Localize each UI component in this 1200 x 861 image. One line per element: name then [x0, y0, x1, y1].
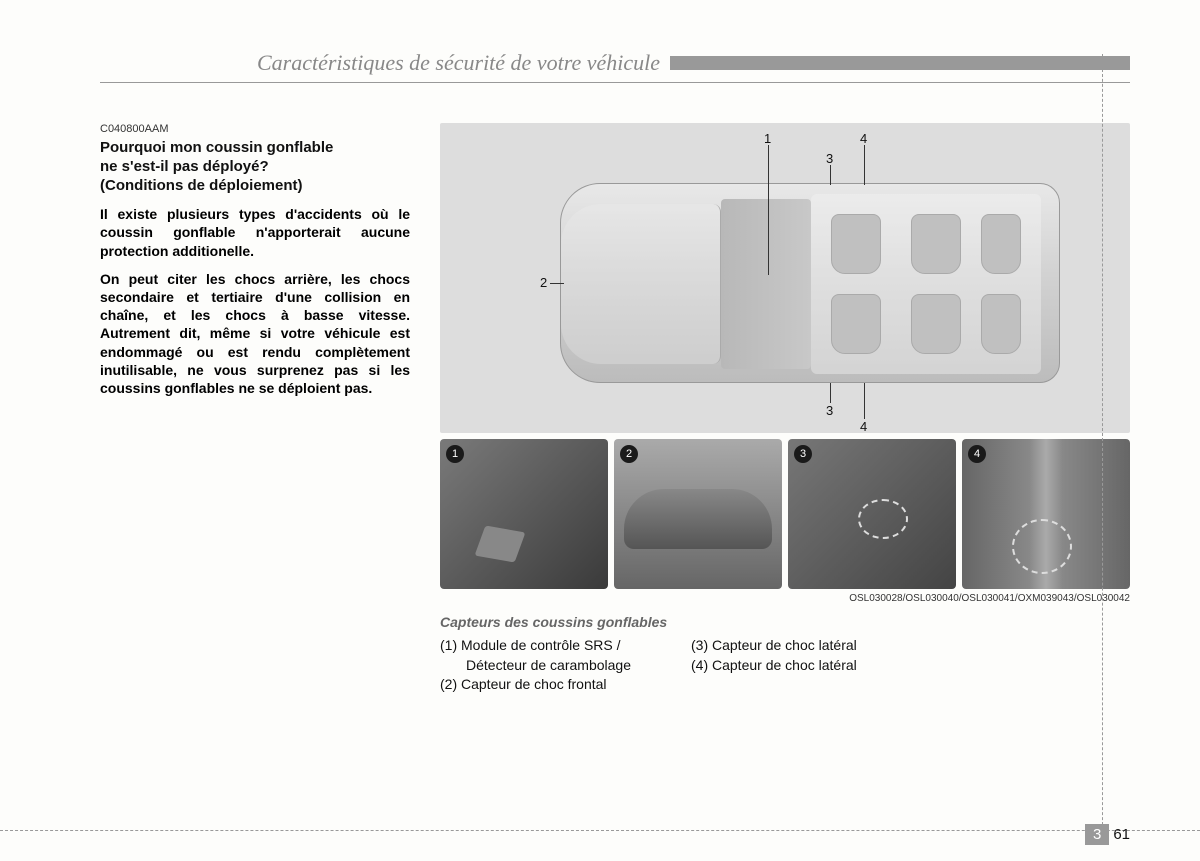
car-seat: [981, 294, 1021, 354]
callout-line: [830, 165, 831, 185]
car-seat: [911, 214, 961, 274]
caption-col-left: (1) Module de contrôle SRS / Détecteur d…: [440, 636, 631, 695]
thumbnail-2: 2: [614, 439, 782, 589]
title-line-3: (Conditions de déploiement): [100, 177, 303, 194]
callout-line: [768, 145, 769, 275]
page-divider: [1102, 54, 1103, 845]
callout-line: [864, 383, 865, 419]
car-outline: [560, 183, 1060, 383]
car-hood: [561, 204, 721, 364]
caption-item-1b: Détecteur de carambolage: [440, 657, 631, 673]
caption-col-right: (3) Capteur de choc latéral (4) Capteur …: [691, 636, 857, 695]
sensor-highlight: [1012, 519, 1072, 574]
interior-detail: [475, 525, 526, 562]
callout-line: [550, 283, 564, 284]
section-heading: Pourquoi mon coussin gonflable ne s'est-…: [100, 139, 410, 195]
caption-title: Capteurs des coussins gonflables: [440, 614, 1130, 630]
header-bar: Caractéristiques de sécurité de votre vé…: [100, 50, 1130, 76]
page-number-value: 61: [1113, 826, 1130, 843]
callout-3-bottom: 3: [826, 403, 833, 418]
thumbnail-1: 1: [440, 439, 608, 589]
callout-line: [830, 383, 831, 403]
callout-3-top: 3: [826, 151, 833, 166]
sensor-highlight: [858, 499, 908, 539]
front-bumper: [624, 489, 772, 549]
callout-4-top: 4: [860, 131, 867, 146]
thumb-badge-1: 1: [446, 445, 464, 463]
content-area: C040800AAM Pourquoi mon coussin gonflabl…: [100, 123, 1130, 695]
thumb-badge-2: 2: [620, 445, 638, 463]
car-windshield: [721, 199, 811, 369]
title-line-1: Pourquoi mon coussin gonflable: [100, 139, 333, 156]
thumbnail-row: 1 2 3 4: [440, 439, 1130, 589]
top-diagram: 1 3 4 2 3 4: [440, 123, 1130, 433]
thumb-badge-4: 4: [968, 445, 986, 463]
caption-item-2: (2) Capteur de choc frontal: [440, 676, 607, 692]
caption-item-4: (4) Capteur de choc latéral: [691, 657, 857, 673]
footer-rule: [0, 830, 1200, 831]
header-stripe: [670, 56, 1130, 70]
caption-item-3: (3) Capteur de choc latéral: [691, 637, 857, 653]
callout-line: [864, 145, 865, 185]
text-column: C040800AAM Pourquoi mon coussin gonflabl…: [100, 123, 410, 695]
paragraph-1: Il existe plusieurs types d'accidents où…: [100, 205, 410, 260]
callout-4-bottom: 4: [860, 419, 867, 433]
caption-item-1a: (1) Module de contrôle SRS /: [440, 637, 621, 653]
car-seat: [981, 214, 1021, 274]
image-codes: OSL030028/OSL030040/OSL030041/OXM039043/…: [440, 593, 1130, 604]
paragraph-2: On peut citer les chocs arrière, les cho…: [100, 270, 410, 397]
chapter-number: 3: [1085, 824, 1109, 845]
figure-column: 1 3 4 2 3 4 1 2: [440, 123, 1130, 695]
car-seat: [831, 294, 881, 354]
thumbnail-4: 4: [962, 439, 1130, 589]
car-seat: [831, 214, 881, 274]
chapter-title: Caractéristiques de sécurité de votre vé…: [257, 50, 670, 76]
callout-2: 2: [540, 275, 547, 290]
title-line-2: ne s'est-il pas déployé?: [100, 158, 269, 175]
page-number: 3 61: [1085, 824, 1130, 845]
reference-code: C040800AAM: [100, 123, 410, 135]
caption-columns: (1) Module de contrôle SRS / Détecteur d…: [440, 636, 1130, 695]
header-rule: [100, 82, 1130, 83]
callout-1: 1: [764, 131, 771, 146]
thumbnail-3: 3: [788, 439, 956, 589]
page: Caractéristiques de sécurité de votre vé…: [0, 0, 1200, 725]
car-seat: [911, 294, 961, 354]
car-cabin: [811, 194, 1041, 374]
thumb-badge-3: 3: [794, 445, 812, 463]
